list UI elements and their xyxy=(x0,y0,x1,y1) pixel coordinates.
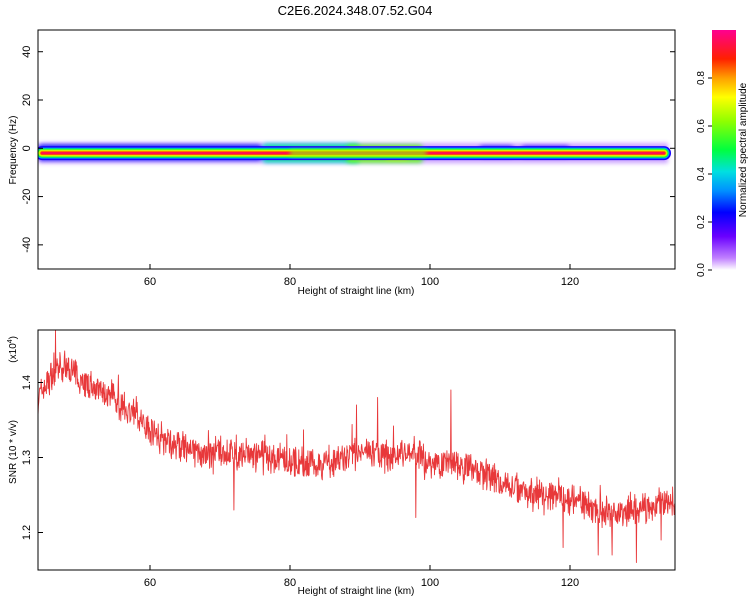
spectrogram-area xyxy=(38,142,671,164)
spectrogram-xtick-label: 100 xyxy=(421,276,439,288)
colorbar-tick-label: 0.4 xyxy=(696,167,707,181)
spectrogram-ytick-label: -20 xyxy=(21,189,33,205)
colorbar-gradient xyxy=(712,30,736,270)
snr-x-label: Height of straight line (km) xyxy=(298,586,415,597)
snr-plot: 60 80 100 120 1.2 1.3 1.4 Height of straight … xyxy=(7,329,676,597)
snr-series-line xyxy=(38,330,675,563)
spectrogram-x-axis: 60 80 100 120 xyxy=(144,264,579,288)
colorbar-ticks: 0.0 0.2 0.4 0.6 0.8 xyxy=(696,71,712,277)
snr-ytick-label: 1.2 xyxy=(21,525,33,540)
snr-xtick-label: 120 xyxy=(561,577,579,589)
colorbar-tick-label: 0.0 xyxy=(696,263,707,277)
spectrogram-x-label: Height of straight line (km) xyxy=(298,286,415,297)
spectrogram-ytick-label: 0 xyxy=(21,145,33,151)
spectrogram-xtick-label: 60 xyxy=(144,276,156,288)
colorbar-tick-label: 0.2 xyxy=(696,215,707,229)
spectrogram-ytick-label: -40 xyxy=(21,237,33,253)
snr-x-axis: 60 80 100 120 xyxy=(144,565,579,589)
snr-frame xyxy=(37,329,676,571)
snr-y-label: SNR (10 * v/v) xyxy=(8,420,19,484)
snr-xtick-label: 100 xyxy=(421,577,439,589)
snr-ytick-label: 1.3 xyxy=(21,450,33,465)
colorbar-label: Normalized spectral amplitude xyxy=(738,82,749,217)
colorbar: 0.0 0.2 0.4 0.6 0.8 Normalized spectral ampl… xyxy=(696,30,749,277)
snr-ytick-label: 1.4 xyxy=(21,375,33,390)
spectrogram-ytick-label: 20 xyxy=(21,94,33,106)
colorbar-tick-label: 0.8 xyxy=(696,71,707,85)
spectrogram-y-axis: 40 20 0 -20 -40 xyxy=(21,46,675,253)
spectrogram-xtick-label: 120 xyxy=(561,276,579,288)
spectrogram-broadened-segment xyxy=(290,150,427,157)
spectrogram-plot: 60 80 100 120 40 20 0 -20 -40 Height of straigh… xyxy=(8,29,676,297)
colorbar-tick-label: 0.6 xyxy=(696,119,707,133)
spectrogram-ytick-label: 40 xyxy=(21,46,33,58)
chart-title: C2E6.2024.348.07.52.G04 xyxy=(278,3,433,18)
spectrogram-frame xyxy=(37,29,676,270)
spectrogram-xtick-label: 80 xyxy=(284,276,296,288)
snr-xtick-label: 80 xyxy=(284,577,296,589)
snr-multiplier: (x104) xyxy=(7,336,19,363)
snr-xtick-label: 60 xyxy=(144,577,156,589)
snr-area xyxy=(38,330,675,563)
spectrogram-y-label: Frequency (Hz) xyxy=(8,116,19,185)
snr-y-axis: 1.2 1.3 1.4 xyxy=(21,375,43,540)
